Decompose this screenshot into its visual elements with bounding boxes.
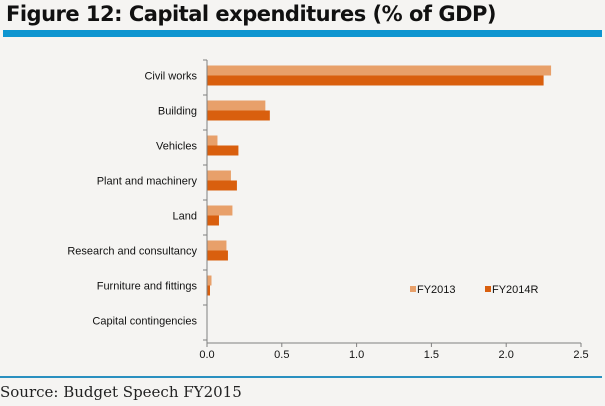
bar-fy2013-civil-works: [207, 65, 552, 76]
bar-fy2014r-plant-and-machinery: [207, 180, 237, 191]
category-label-land: Land: [173, 211, 197, 223]
x-tick-labels: 0.0 0.5 1.0 1.5 2.0 2.5: [199, 349, 588, 361]
category-label-plant-and-machinery: Plant and machinery: [97, 176, 198, 188]
bottom-rule: [0, 376, 602, 378]
x-tick-label: 1.0: [349, 349, 364, 361]
category-label-vehicles: Vehicles: [156, 141, 197, 153]
legend: FY2013 FY2014R: [410, 284, 539, 296]
category-label-building: Building: [158, 106, 197, 118]
bars-group: [207, 65, 552, 296]
bar-fy2014r-building: [207, 110, 270, 121]
bar-fy2014r-vehicles: [207, 145, 239, 156]
category-labels: Civil works Building Vehicles Plant and mac…: [67, 71, 197, 328]
x-tick-label: 2.5: [573, 349, 588, 361]
title-rule: [3, 30, 602, 37]
x-tick-label: 0.5: [274, 349, 289, 361]
x-tick-label: 1.5: [424, 349, 439, 361]
bar-fy2013-research-and-consultancy: [207, 240, 227, 251]
category-label-capital-contingencies: Capital contingencies: [92, 316, 197, 328]
bar-chart: Civil works Building Vehicles Plant and mac…: [67, 59, 589, 361]
bar-fy2014r-civil-works: [207, 75, 544, 86]
bar-fy2014r-research-and-consultancy: [207, 250, 228, 261]
bar-fy2013-furniture-and-fittings: [207, 275, 212, 286]
legend-swatch-fy2013: [410, 286, 416, 292]
bar-fy2014r-furniture-and-fittings: [207, 285, 210, 296]
legend-label-fy2013: FY2013: [417, 284, 456, 296]
bar-fy2014r-land: [207, 215, 219, 226]
bar-fy2013-building: [207, 100, 266, 111]
legend-swatch-fy2014r: [485, 286, 491, 292]
legend-label-fy2014r: FY2014R: [492, 284, 539, 296]
chart-title: Figure 12: Capital expenditures (% of GD…: [6, 2, 497, 26]
axes-group: [203, 59, 582, 347]
category-label-research-and-consultancy: Research and consultancy: [67, 246, 197, 258]
bar-fy2013-vehicles: [207, 135, 218, 146]
x-tick-label: 2.0: [499, 349, 514, 361]
category-label-civil-works: Civil works: [144, 71, 197, 83]
bar-fy2013-land: [207, 205, 233, 216]
category-label-furniture-and-fittings: Furniture and fittings: [97, 281, 198, 293]
source-note: Source: Budget Speech FY2015: [0, 383, 242, 401]
x-tick-label: 0.0: [199, 349, 214, 361]
bar-fy2013-plant-and-machinery: [207, 170, 231, 181]
